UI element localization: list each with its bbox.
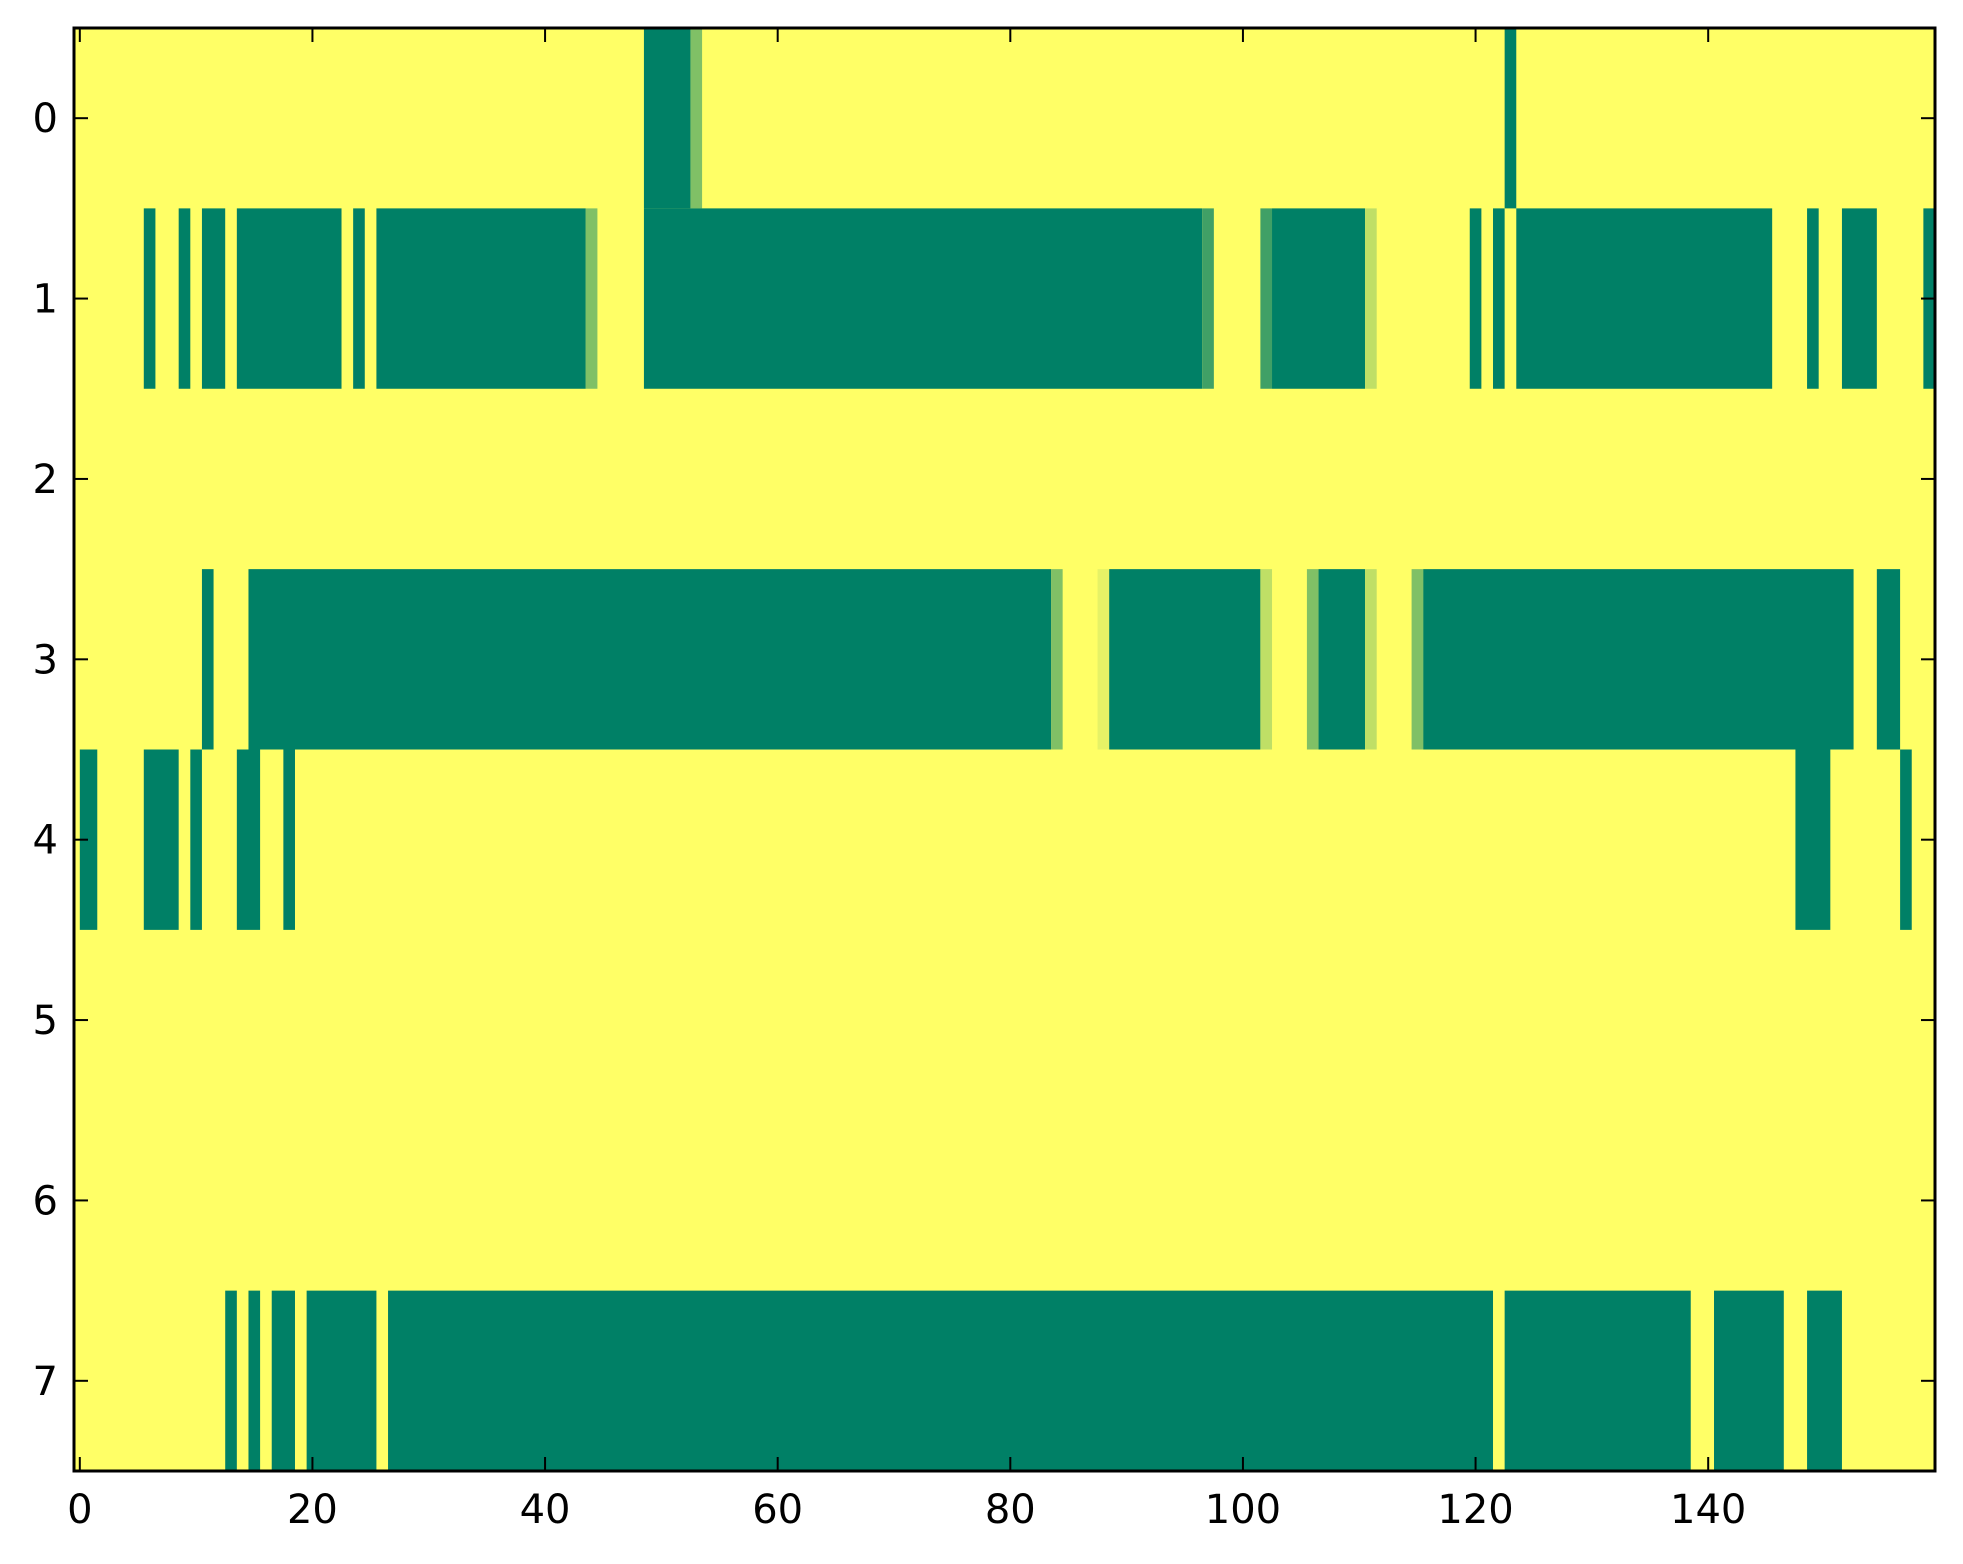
heatmap-cell-row3-3 — [1097, 569, 1110, 750]
heatmap-cell-row1-13 — [1493, 208, 1505, 389]
heatmap-cell-row3-11 — [1876, 569, 1901, 750]
heatmap-cell-row1-12 — [1469, 208, 1482, 389]
y-tick-label-2: 2 — [33, 457, 58, 503]
y-axis-tick-labels: 0 1 2 3 4 5 6 7 — [33, 96, 58, 1405]
heatmap-cell-row1-14 — [1516, 208, 1773, 389]
heatmap-cell-row4-3 — [236, 749, 261, 930]
y-tick-label-0: 0 — [33, 96, 58, 142]
heatmap-cell-row0-0 — [643, 28, 691, 209]
heatmap-cell-row1-2 — [201, 208, 226, 389]
heatmap-cell-row1-10 — [1272, 208, 1366, 389]
heatmap-cell-row3-8 — [1365, 569, 1377, 750]
heatmap-cell-row0-2 — [1504, 28, 1517, 209]
heatmap-cell-row7-3 — [306, 1290, 377, 1472]
heatmap-cell-row4-0 — [79, 749, 98, 930]
y-tick-label-1: 1 — [33, 277, 58, 323]
heatmap-cell-row4-4 — [283, 749, 295, 930]
axis-ticks — [74, 28, 1935, 1471]
heatmap-cell-row1-9 — [1260, 208, 1273, 389]
heatmap-cell-row4-5 — [1795, 749, 1831, 930]
heatmap-cell-row3-10 — [1423, 569, 1854, 750]
heatmap-cell-row3-5 — [1260, 569, 1273, 750]
heatmap-cell-row7-2 — [271, 1290, 295, 1472]
heatmap-cell-row1-5 — [376, 208, 586, 389]
heatmap-cell-row7-7 — [1807, 1290, 1842, 1472]
heatmap-cell-row7-0 — [225, 1290, 237, 1472]
heatmap-cell-row1-0 — [143, 208, 156, 389]
x-tick-label-100: 100 — [1205, 1487, 1281, 1533]
heatmap-cell-row3-9 — [1411, 569, 1424, 750]
heatmap-cell-row7-6 — [1714, 1290, 1784, 1472]
heatmap-cell-row0-1 — [690, 28, 703, 209]
heatmap-cell-row1-7 — [643, 208, 1203, 389]
heatmap-cell-row3-2 — [1051, 569, 1063, 750]
heatmap-cell-row1-6 — [585, 208, 598, 389]
x-tick-label-120: 120 — [1437, 1487, 1513, 1533]
y-tick-label-6: 6 — [33, 1178, 58, 1224]
heatmap-cell-row3-4 — [1109, 569, 1261, 750]
heatmap-cell-row4-2 — [190, 749, 202, 930]
x-tick-label-40: 40 — [520, 1487, 571, 1533]
plot-frame — [72, 26, 1937, 1473]
heatmap-cell-row1-3 — [236, 208, 342, 389]
heatmap-cell-row1-1 — [178, 208, 191, 389]
heatmap-cell-row7-1 — [248, 1290, 261, 1472]
heatmap-cell-row3-1 — [248, 569, 1052, 750]
heatmap-cell-row1-8 — [1202, 208, 1214, 389]
heatmap-cell-row3-6 — [1306, 569, 1319, 750]
heatmap-cells — [79, 28, 1935, 1472]
heatmap-cell-row3-7 — [1318, 569, 1366, 750]
x-tick-label-0: 0 — [67, 1487, 92, 1533]
x-axis-tick-labels: 0 20 40 60 80 100 120 140 — [67, 1487, 1746, 1533]
y-tick-label-7: 7 — [33, 1359, 58, 1405]
heatmap-cell-row1-4 — [353, 208, 365, 389]
x-tick-label-60: 60 — [752, 1487, 803, 1533]
heatmap-cell-row1-15 — [1807, 208, 1819, 389]
plot-area — [74, 28, 1935, 1472]
heatmap-cell-row7-5 — [1504, 1290, 1691, 1472]
heatmap-cell-row1-11 — [1365, 208, 1377, 389]
x-tick-label-80: 80 — [985, 1487, 1036, 1533]
heatmap-cell-row4-6 — [1900, 749, 1912, 930]
x-tick-label-20: 20 — [287, 1487, 338, 1533]
heatmap-cell-row4-1 — [143, 749, 179, 930]
heatmap-cell-row3-0 — [201, 569, 214, 750]
x-tick-label-140: 140 — [1670, 1487, 1746, 1533]
y-tick-label-5: 5 — [33, 998, 58, 1044]
y-tick-label-4: 4 — [33, 818, 58, 864]
heatmap-cell-row7-4 — [388, 1290, 1494, 1472]
y-tick-label-3: 3 — [33, 637, 58, 683]
heatmap-cell-row1-16 — [1841, 208, 1877, 389]
